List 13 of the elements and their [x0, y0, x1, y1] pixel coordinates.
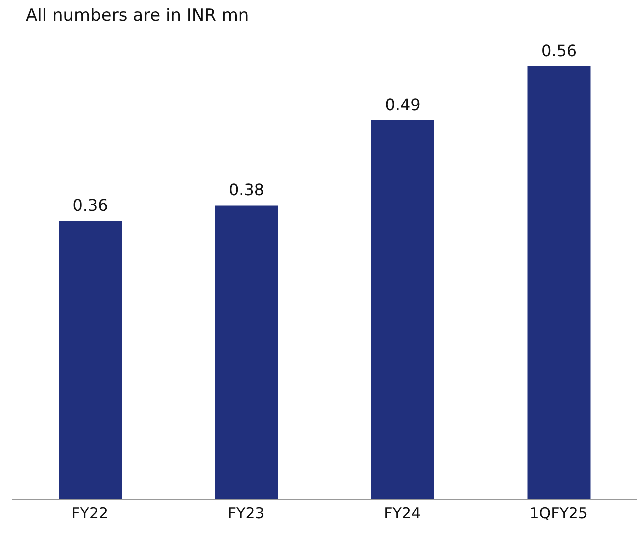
bar — [59, 221, 122, 500]
bar — [372, 120, 434, 500]
chart-title: All numbers are in INR mn — [26, 6, 250, 26]
x-tick-label: 1QFY25 — [530, 504, 588, 523]
data-label: 0.36 — [72, 196, 108, 216]
data-label: 0.38 — [228, 180, 265, 200]
bar — [215, 206, 278, 500]
x-tick-label: FY23 — [228, 504, 265, 523]
x-tick-label: FY24 — [384, 504, 422, 523]
x-tick-label: FY22 — [72, 504, 109, 523]
bar — [528, 66, 591, 500]
data-label: 0.56 — [541, 41, 578, 60]
data-label: 0.49 — [385, 96, 421, 115]
